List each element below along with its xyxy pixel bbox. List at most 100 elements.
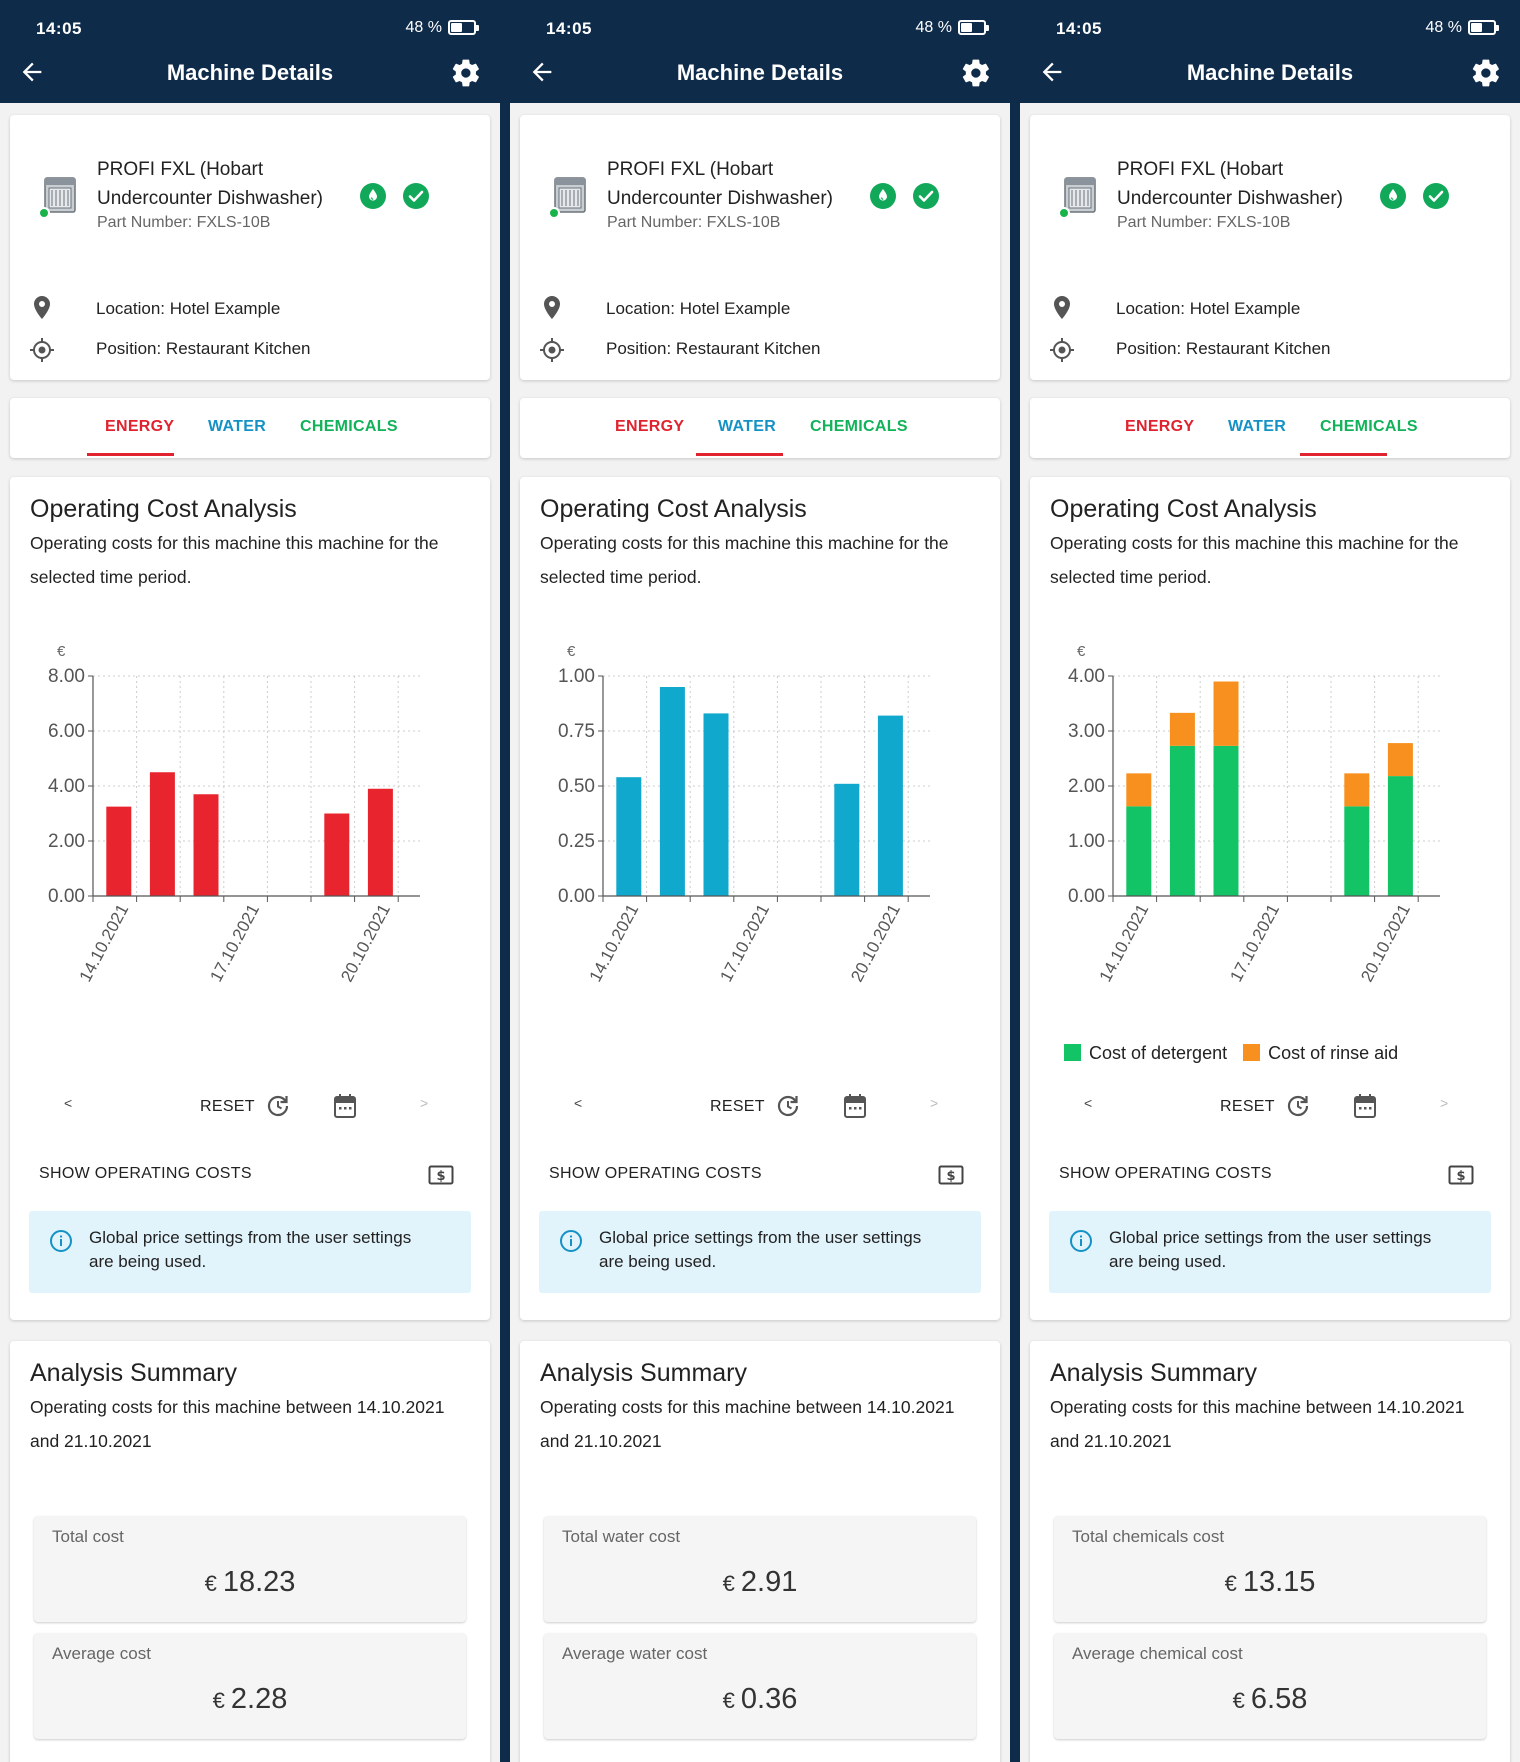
tab-chemicals[interactable]: CHEMICALS [300,418,398,435]
battery-percent: 48 % [1425,19,1462,36]
phone-screen-energy: 14:05 48 % Machine Details PROFI FXL (Ho… [0,0,500,1762]
y-tick-label: 1.00 [1068,831,1105,852]
part-number: Part Number: FXLS-10B [1117,214,1291,231]
cost-bar-chart: €0.00 0.25 0.50 0.75 1.00 14.10.2021 17.10.202… [558,643,930,985]
reset-button[interactable]: RESET [710,1098,765,1115]
section-title: Operating Cost Analysis [1050,495,1317,523]
tab-energy[interactable]: ENERGY [615,418,685,435]
total-cost-tile: Total chemicals cost €13.15 [1054,1516,1486,1622]
y-tick-label: 3.00 [1068,721,1105,742]
show-operating-costs-label[interactable]: SHOW OPERATING COSTS [39,1165,252,1182]
back-arrow-icon[interactable] [18,58,46,86]
metric-label: Total water cost [562,1527,681,1546]
reset-button[interactable]: RESET [1220,1098,1275,1115]
money-icon[interactable]: $ [428,1165,454,1185]
metric-label: Total cost [52,1527,124,1546]
summary-subtitle: Operating costs for this machine between… [30,1397,445,1451]
tab-energy[interactable]: ENERGY [1125,418,1195,435]
info-icon [1070,1230,1092,1252]
reset-history-icon[interactable] [265,1093,291,1119]
status-time: 14:05 [36,19,82,38]
calendar-icon[interactable] [1353,1093,1377,1119]
calendar-icon[interactable] [843,1093,867,1119]
calendar-icon[interactable] [333,1093,357,1119]
metric-label: Total chemicals cost [1072,1527,1225,1546]
gear-icon[interactable] [450,57,482,89]
location-pin-icon [1054,296,1070,319]
bar-cost-of-detergent-14.10.2021 [1126,806,1152,896]
section-title: Operating Cost Analysis [30,495,297,523]
x-tick-label: 17.10.2021 [1226,901,1283,985]
machine-card: PROFI FXL (Hobart Undercounter Dishwashe… [520,115,1000,380]
bar-cost-14.10.2021 [106,806,132,896]
location-text: Location: Hotel Example [606,299,791,318]
phone-screen-chemicals: 14:05 48 % Machine Details PROFI FXL (Ho… [1020,0,1520,1762]
operating-cost-card: Operating Cost Analysis Operating costs … [1030,477,1510,1320]
reset-button[interactable]: RESET [200,1098,255,1115]
show-operating-costs-label[interactable]: SHOW OPERATING COSTS [549,1165,762,1182]
machine-card: PROFI FXL (Hobart Undercounter Dishwashe… [10,115,490,380]
phone-screen-water: 14:05 48 % Machine Details PROFI FXL (Ho… [510,0,1010,1762]
tab-chemicals[interactable]: CHEMICALS [810,418,908,435]
legend-swatch [1064,1044,1081,1061]
bar-cost-20.10.2021 [367,788,393,896]
section-subtitle: Operating costs for this machine this ma… [1050,533,1459,587]
x-tick-label: 17.10.2021 [716,901,773,985]
currency-symbol: € [1224,1571,1237,1596]
money-icon[interactable]: $ [1448,1165,1474,1185]
tab-bar: ENERGY WATER CHEMICALS [10,398,490,458]
dishwasher-icon [1064,177,1096,213]
battery-fill [1471,23,1482,32]
cost-bar-chart: €0.00 1.00 2.00 3.00 4.00 14.10.2021 17.10.202… [1068,643,1440,985]
prev-period-button[interactable]: < [574,1095,583,1111]
section-subtitle: Operating costs for this machine this ma… [540,533,949,587]
bar-cost-of-rinse-aid-14.10.2021 [1126,773,1152,807]
gear-icon[interactable] [960,57,992,89]
average-cost-tile: Average water cost €0.36 [544,1633,976,1739]
metric-value: €0.36 [544,1683,976,1716]
metric-number: 6.58 [1250,1683,1308,1715]
location-text: Location: Hotel Example [96,299,281,318]
tab-energy[interactable]: ENERGY [105,418,175,435]
status-time: 14:05 [546,19,592,38]
tab-water[interactable]: WATER [208,418,267,435]
x-tick-label: 20.10.2021 [1357,901,1414,985]
gear-icon[interactable] [1470,57,1502,89]
next-period-button[interactable]: > [420,1095,429,1111]
metric-label: Average water cost [562,1644,708,1663]
next-period-button[interactable]: > [930,1095,939,1111]
check-circle-icon [1423,183,1449,209]
prev-period-button[interactable]: < [1084,1095,1093,1111]
average-cost-tile: Average chemical cost €6.58 [1054,1633,1486,1739]
y-tick-label: 0.00 [558,886,595,907]
average-cost-tile: Average cost €2.28 [34,1633,466,1739]
location-pin-icon [34,296,50,319]
water-drop-icon [870,183,896,209]
online-status-dot [1058,207,1070,219]
tab-chemicals[interactable]: CHEMICALS [1320,418,1418,435]
back-arrow-icon[interactable] [1038,58,1066,86]
position-text: Position: Restaurant Kitchen [96,339,311,358]
tab-water[interactable]: WATER [718,418,777,435]
reset-history-icon[interactable] [775,1093,801,1119]
y-tick-label: 0.00 [48,886,85,907]
next-period-button[interactable]: > [1440,1095,1449,1111]
x-tick-label: 20.10.2021 [847,901,904,985]
bar-cost-of-detergent-20.10.2021 [1387,776,1413,896]
info-icon [50,1230,72,1252]
cost-bar-chart: €0.00 2.00 4.00 6.00 8.00 14.10.2021 17.10.202… [48,643,420,985]
prev-period-button[interactable]: < [64,1095,73,1111]
tab-water[interactable]: WATER [1228,418,1287,435]
bar-cost-16.10.2021 [703,713,729,896]
info-text: Global price settings from the user sett… [599,1228,922,1271]
bar-cost-16.10.2021 [193,794,219,896]
back-arrow-icon[interactable] [528,58,556,86]
reset-history-icon[interactable] [1285,1093,1311,1119]
money-icon[interactable]: $ [938,1165,964,1185]
price-settings-info: Global price settings from the user sett… [539,1211,981,1293]
bar-cost-of-rinse-aid-19.10.2021 [1344,773,1370,807]
y-unit-label: € [57,643,66,660]
show-operating-costs-label[interactable]: SHOW OPERATING COSTS [1059,1165,1272,1182]
x-tick-label: 14.10.2021 [586,901,643,985]
analysis-summary-card: Analysis Summary Operating costs for thi… [10,1341,490,1762]
